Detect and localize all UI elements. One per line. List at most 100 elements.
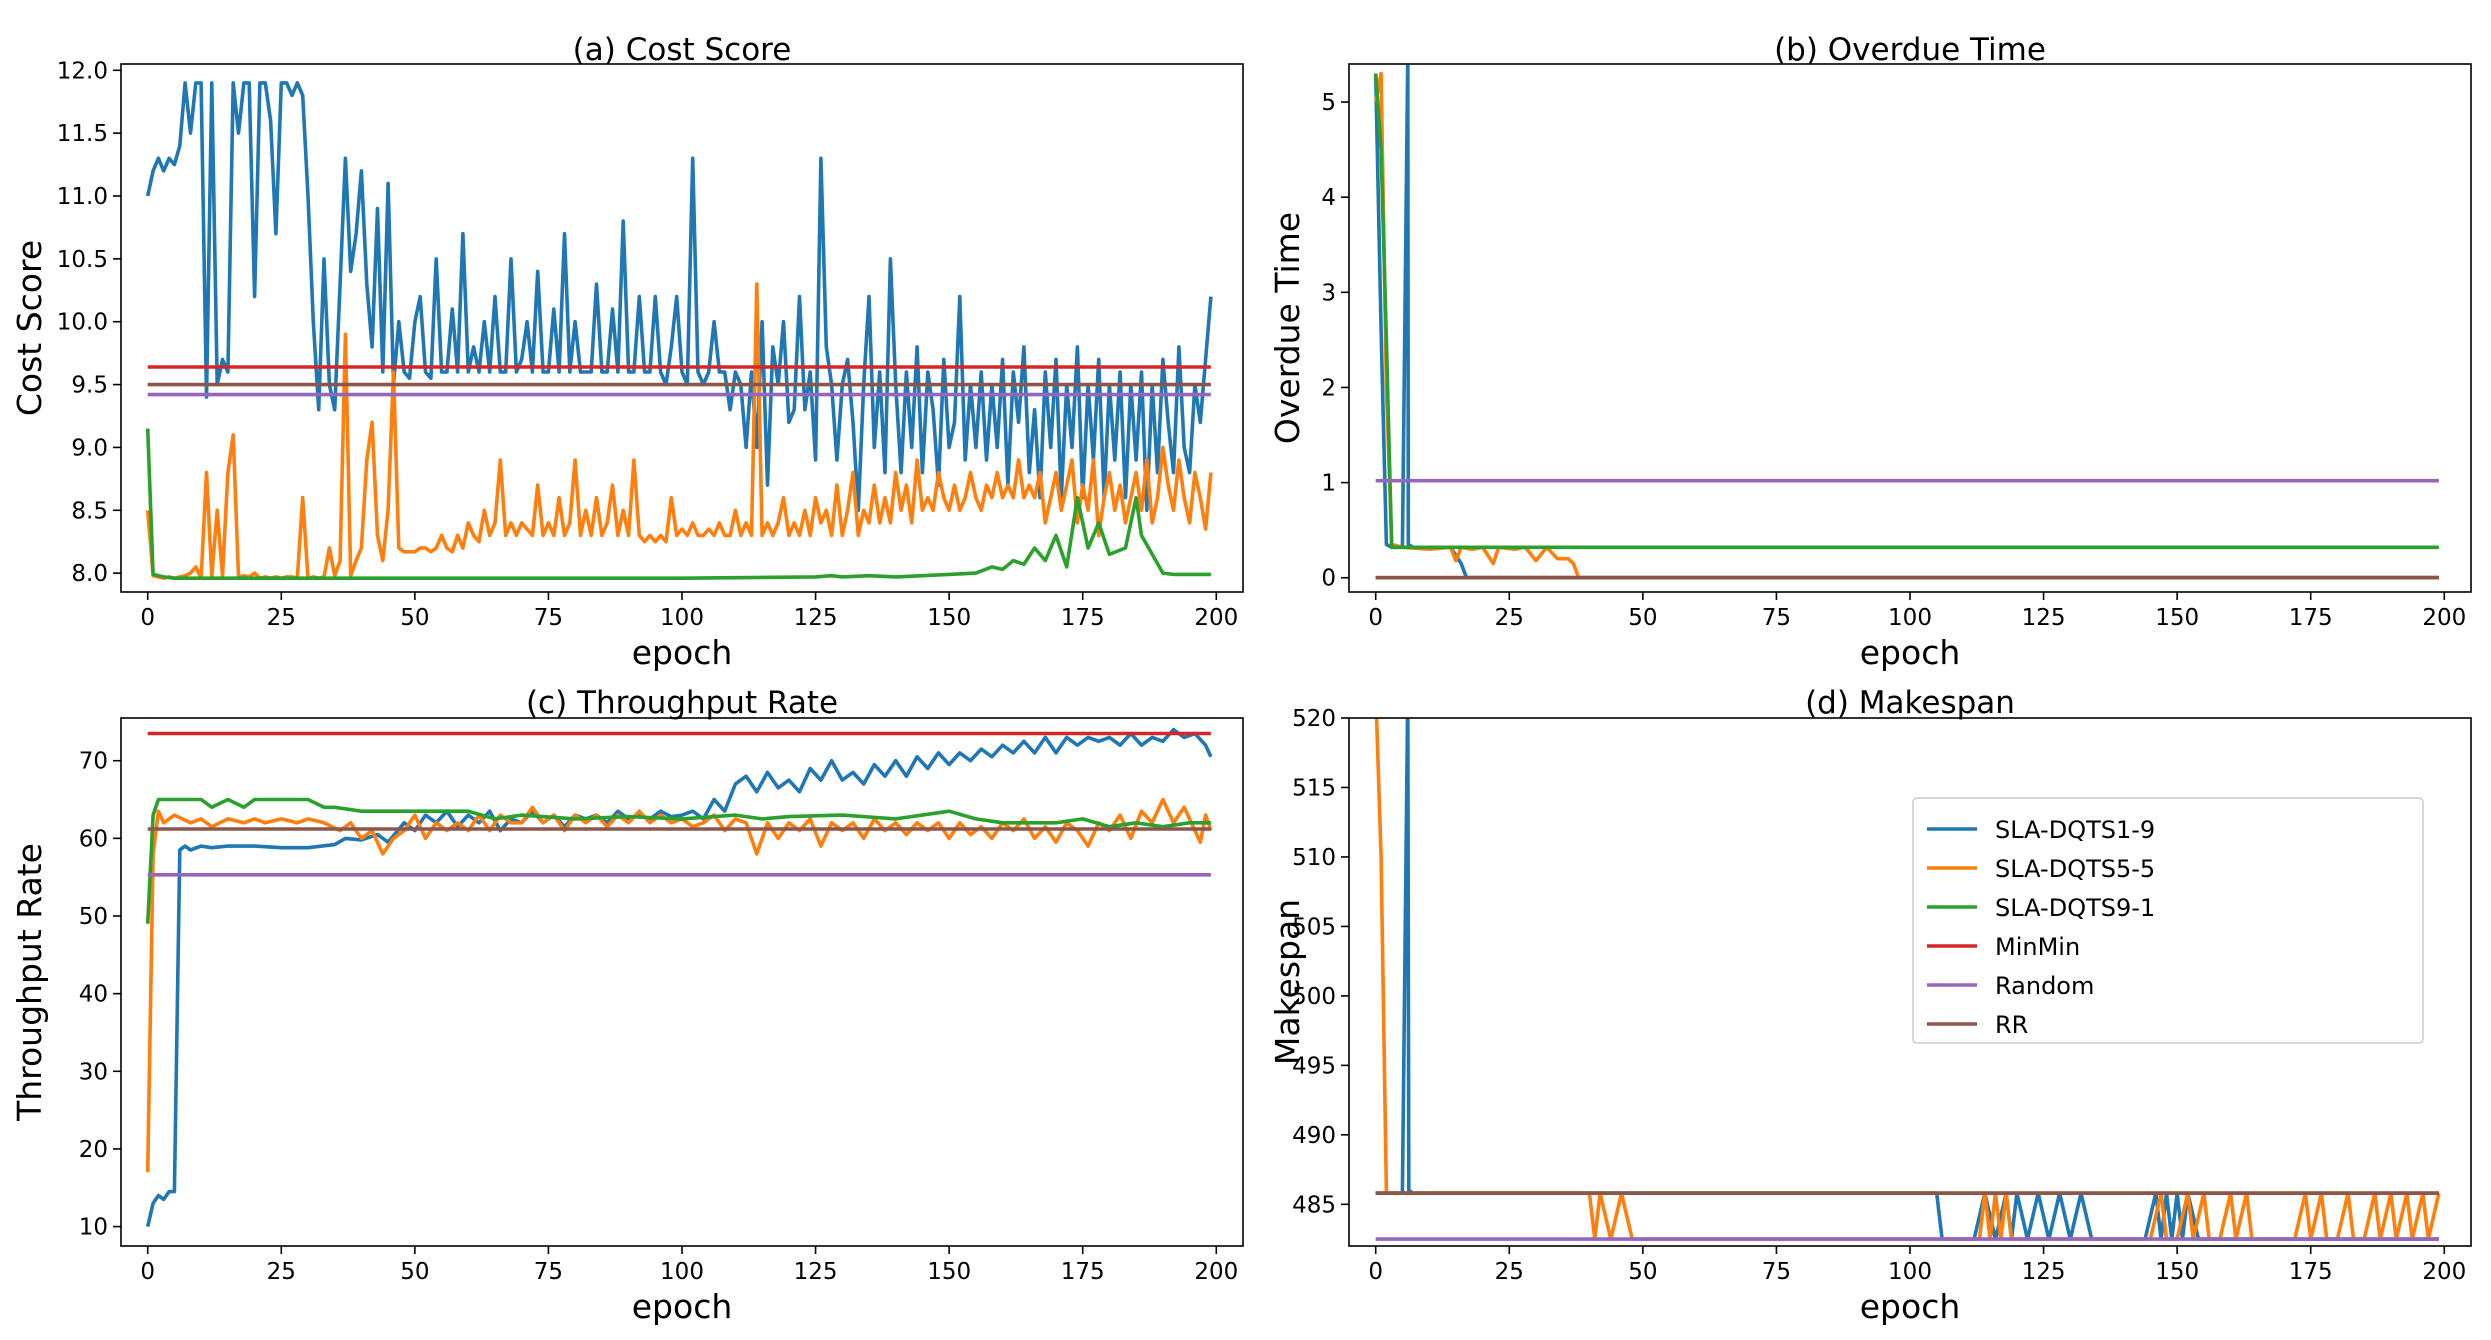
x-tick-label: 100 [1888,1259,1932,1285]
y-tick-label: 8.5 [71,498,108,524]
legend-label: SLA-DQTS9-1 [1995,894,2155,922]
plot-frame [1348,63,2472,593]
legend-label: RR [1995,1011,2028,1039]
x-tick-label: 50 [1628,605,1657,631]
y-tick-label: 5 [1321,90,1336,116]
chart-panel-3: (c) Throughput Rate 0 25 50 75 100 125 150 175 20… [10,685,1244,1326]
x-tick-label: 125 [794,605,838,631]
x-tick-label: 150 [927,605,971,631]
x-axis-label: epoch [632,633,733,672]
y-tick-label: 2 [1321,375,1336,401]
x-tick-label: 50 [1628,1259,1657,1285]
y-tick-label: 1 [1321,471,1336,497]
legend-label: MinMin [1995,933,2080,961]
y-tick-label: 9.5 [71,373,108,399]
chart-title: (c) Throughput Rate [526,685,838,721]
series-line-sla-dqts5-5 [145,282,1213,580]
legend-box [1912,797,2424,1044]
series-line-sla-dqts1-9 [145,727,1213,1228]
y-tick-label: 500 [1292,984,1336,1010]
x-tick-label: 125 [2022,605,2066,631]
legend-label: Random [1995,972,2094,1000]
plot-area [1374,718,2441,1241]
y-tick-label: 485 [1292,1192,1336,1218]
y-tick-label: 0 [1321,566,1336,592]
series-line-sla-dqts5-5 [145,797,1213,1173]
x-tick-label: 100 [660,1259,704,1285]
series-line-sla-dqts1-9 [145,81,1213,513]
series-line-sla-dqts9-1 [145,428,1211,580]
y-tick-label: 10.5 [57,247,108,273]
legend: SLA-DQTS1-9 SLA-DQTS5-5 SLA-DQTS9-1 MinMin R… [1912,797,2424,1044]
chart-title: (b) Overdue Time [1774,32,2046,68]
y-tick-label: 10 [79,1215,108,1241]
y-tick-label: 10.0 [57,310,108,336]
x-tick-label: 150 [2155,1259,2199,1285]
y-tick-label: 12.0 [57,58,108,84]
x-tick-label: 75 [534,1259,563,1285]
chart-title: (d) Makespan [1805,685,2015,721]
y-tick-label: 520 [1292,706,1336,732]
y-tick-label: 9.0 [71,435,108,461]
x-tick-label: 200 [1194,605,1238,631]
x-axis-label: epoch [1860,1287,1961,1326]
x-tick-label: 75 [534,605,563,631]
series-line-sla-dqts9-1 [145,797,1211,924]
x-tick-label: 100 [660,605,704,631]
y-tick-label: 3 [1321,280,1336,306]
y-tick-label: 4 [1321,185,1336,211]
x-tick-label: 0 [140,605,155,631]
series-line-sla-dqts1-9 [1373,64,2439,580]
x-tick-label: 25 [267,605,296,631]
x-tick-label: 175 [1061,1259,1105,1285]
plot-area [1373,64,2439,580]
y-tick-label: 30 [79,1059,108,1085]
x-tick-label: 25 [1495,605,1524,631]
y-tick-label: 505 [1292,914,1336,940]
x-tick-label: 200 [1194,1259,1238,1285]
y-tick-label: 40 [79,982,108,1008]
x-tick-label: 175 [2289,1259,2333,1285]
x-tick-label: 150 [927,1259,971,1285]
x-tick-label: 25 [1495,1259,1524,1285]
y-tick-label: 60 [79,826,108,852]
x-tick-label: 100 [1888,605,1932,631]
x-tick-label: 175 [1061,605,1105,631]
y-tick-label: 70 [79,749,108,775]
x-tick-label: 200 [2422,605,2466,631]
y-axis-label: Cost Score [10,240,49,416]
plot-area [145,81,1213,580]
x-tick-label: 75 [1762,605,1791,631]
x-tick-label: 50 [400,605,429,631]
x-tick-label: 0 [140,1259,155,1285]
x-tick-label: 0 [1368,1259,1383,1285]
y-axis-label: Overdue Time [1268,212,1307,444]
chart-panel-4: (d) Makespan 0 25 50 75 100 125 150 175 200 485 490… [1268,685,2472,1326]
y-tick-label: 20 [79,1137,108,1163]
x-tick-label: 150 [2155,605,2199,631]
y-axis-label: Makespan [1268,899,1307,1065]
x-tick-label: 25 [267,1259,296,1285]
x-tick-label: 50 [400,1259,429,1285]
y-tick-label: 510 [1292,845,1336,871]
x-tick-label: 125 [794,1259,838,1285]
plot-frame [120,717,1244,1247]
plot-area [145,727,1213,1228]
y-axis-label: Throughput Rate [10,843,49,1122]
chart-panel-1: (a) Cost Score 0 25 50 75 100 125 150 175 200 8.0 8… [10,32,1244,672]
legend-label: SLA-DQTS1-9 [1995,816,2155,844]
legend-label: SLA-DQTS5-5 [1995,855,2155,883]
y-tick-label: 11.0 [57,184,108,210]
y-tick-label: 490 [1292,1123,1336,1149]
x-tick-label: 200 [2422,1259,2466,1285]
y-tick-label: 8.0 [71,561,108,587]
x-axis-label: epoch [1860,633,1961,672]
y-tick-label: 50 [79,904,108,930]
x-tick-label: 0 [1368,605,1383,631]
x-tick-label: 125 [2022,1259,2066,1285]
y-tick-label: 515 [1292,775,1336,801]
y-tick-label: 11.5 [57,121,108,147]
x-axis-label: epoch [632,1287,733,1326]
